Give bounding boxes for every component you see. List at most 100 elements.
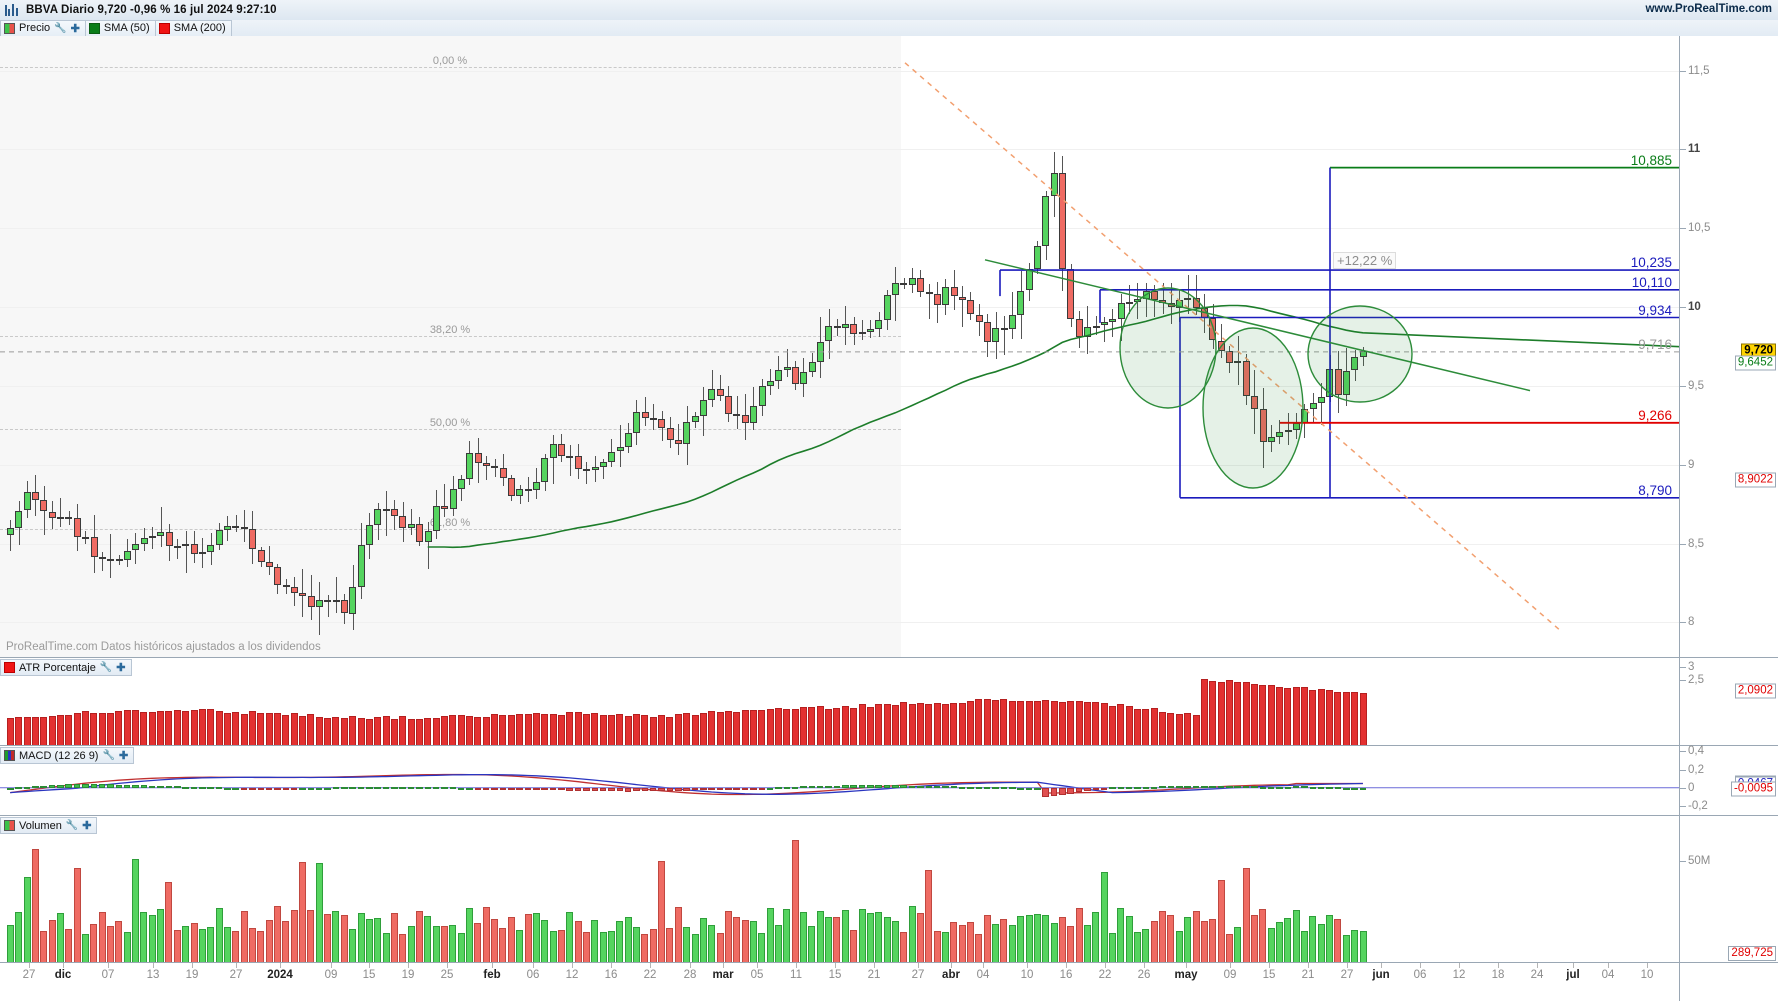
volume-bar <box>40 931 48 963</box>
atr-axis[interactable]: 3 2,5 2,0902 <box>1679 658 1778 746</box>
atr-bar <box>683 712 691 746</box>
candle-body <box>800 371 808 385</box>
macd-histogram-bar <box>65 784 72 788</box>
candle-wick <box>1162 283 1164 315</box>
add-icon[interactable]: ✚ <box>118 750 129 762</box>
volume-bar <box>541 919 549 963</box>
volume-panel-header[interactable]: Volumen 🔧 ✚ <box>0 817 98 834</box>
volume-bar <box>825 917 833 963</box>
legend-item-sma50[interactable]: SMA (50) <box>85 19 156 37</box>
price-axis-tick <box>1680 70 1686 72</box>
candle-body <box>1259 408 1267 442</box>
candle-body <box>290 586 298 594</box>
volume-bar <box>549 931 557 963</box>
atr-bar <box>424 717 432 746</box>
candle-body <box>1276 431 1284 437</box>
candle-body <box>1351 357 1359 371</box>
macd-axis[interactable]: 0,40,20-0,20,05690,0467-0,0095 <box>1679 745 1778 816</box>
price-plot-area[interactable]: ProRealTime.com Datos históricos ajustad… <box>0 36 1680 657</box>
atr-bar <box>541 714 549 746</box>
candle-wick <box>1237 335 1239 385</box>
volume-bar <box>908 906 916 963</box>
candle-wick <box>385 490 387 537</box>
macd-histogram-bar <box>583 787 590 792</box>
macd-panel-header[interactable]: MACD (12 26 9) 🔧 ✚ <box>0 747 135 764</box>
wrench-icon[interactable]: 🔧 <box>65 820 79 831</box>
candle-body <box>950 286 958 297</box>
date-axis-tick <box>572 963 573 968</box>
macd-histogram-bar <box>758 787 765 790</box>
volume-bar <box>1342 934 1350 963</box>
macd-histogram-bar <box>1150 786 1158 789</box>
volume-bar <box>173 930 181 963</box>
date-axis-tick <box>1420 963 1421 968</box>
macd-histogram-bar <box>1309 786 1317 789</box>
wrench-icon[interactable]: 🔧 <box>102 750 115 761</box>
price-axis-tick-label: 9 <box>1688 458 1695 471</box>
add-icon[interactable]: ✚ <box>116 662 126 674</box>
atr-bar <box>382 716 390 746</box>
macd-plot-area[interactable] <box>0 746 1680 816</box>
candle-body <box>324 600 332 603</box>
macd-histogram-bar <box>1251 786 1258 789</box>
price-axis-tick <box>1680 307 1686 309</box>
candle-wick <box>962 286 964 328</box>
atr-panel-header[interactable]: ATR Porcentaje 🔧 ✚ <box>0 659 132 676</box>
date-axis-label: 15 <box>1262 969 1276 981</box>
candle-body <box>207 544 215 553</box>
price-axis[interactable]: 11,5 11 10,5 10 9,5 9 8,5 8 9,720 9,6452 8,9022 <box>1679 36 1778 657</box>
macd-histogram-bar <box>107 784 114 788</box>
price-gridline <box>0 385 1680 387</box>
date-axis-label: 06 <box>1413 969 1427 981</box>
candle-wick <box>653 404 655 431</box>
atr-bar <box>566 712 574 746</box>
atr-bar <box>1008 700 1016 746</box>
volume-bar <box>783 908 791 963</box>
volume-bar <box>749 921 757 963</box>
volume-bar <box>724 910 732 963</box>
legend-item-sma200[interactable]: SMA (200) <box>155 19 232 37</box>
volume-axis[interactable]: 50M 289,725 <box>1679 816 1778 963</box>
macd-histogram-bar <box>875 785 882 788</box>
legend-item-price[interactable]: Precio 🔧 ✚ <box>0 19 86 37</box>
candle-wick <box>569 444 571 476</box>
macd-histogram-bar <box>516 787 523 790</box>
candle-body <box>1042 195 1050 246</box>
add-icon[interactable]: ✚ <box>82 820 92 832</box>
atr-bar <box>1342 692 1350 746</box>
volume-bar <box>1025 915 1033 963</box>
macd-histogram-bar <box>315 787 323 790</box>
volume-bar <box>1284 917 1292 963</box>
wrench-icon[interactable]: 🔧 <box>54 22 67 34</box>
price-swatch-icon <box>4 22 15 34</box>
atr-bar <box>415 719 423 746</box>
candle-wick <box>427 522 429 570</box>
atr-bar <box>633 714 640 746</box>
atr-bar <box>975 699 983 746</box>
brand-link[interactable]: www.ProRealTime.com <box>1645 3 1772 15</box>
volume-bar <box>315 862 323 963</box>
volume-plot-area[interactable] <box>0 816 1680 963</box>
atr-axis-tick <box>1680 667 1686 669</box>
date-axis-tick <box>533 963 534 968</box>
atr-plot-area[interactable] <box>0 658 1680 746</box>
drawing-overlay[interactable] <box>0 36 1680 657</box>
volume-bar <box>1267 928 1275 963</box>
price-axis-tick <box>1680 385 1686 387</box>
candle-wick <box>1095 315 1097 335</box>
volume-bar <box>98 912 106 963</box>
add-icon[interactable]: ✚ <box>70 22 80 35</box>
wrench-icon[interactable]: 🔧 <box>99 662 113 673</box>
atr-bar <box>349 715 357 746</box>
candle-body <box>482 463 490 467</box>
candle-body <box>791 367 799 385</box>
date-axis[interactable]: 27 dic 07 13 19 27 2024 09 15 19 25 feb 06 12 16 22 28 ma… <box>0 962 1778 1001</box>
volume-bar <box>1017 916 1025 963</box>
macd-histogram-bar <box>1359 787 1367 790</box>
fib-level-label: 61,80 % <box>429 517 471 529</box>
macd-histogram-bar <box>7 787 14 790</box>
macd-histogram-bar <box>725 787 732 790</box>
macd-histogram-bar <box>958 786 966 789</box>
macd-histogram-bar <box>424 787 431 789</box>
date-axis-label: 09 <box>324 969 338 981</box>
